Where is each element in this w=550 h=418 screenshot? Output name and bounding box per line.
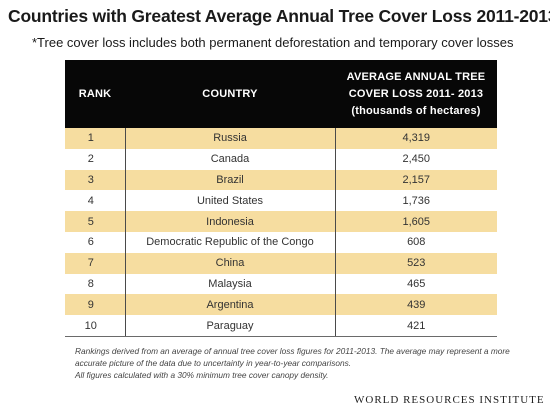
country-cell: United States (124, 190, 336, 212)
table-row: 7 China 523 (65, 252, 497, 274)
country-cell: Russia (124, 128, 336, 149)
table-row: 1 Russia 4,319 (65, 128, 497, 149)
data-table: RANK COUNTRY AVERAGE ANNUAL TREE COVER L… (65, 60, 497, 337)
table-row: 6 Democratic Republic of the Congo 608 (65, 231, 497, 253)
loss-value-cell: 2,157 (335, 169, 497, 191)
data-table-container: RANK COUNTRY AVERAGE ANNUAL TREE COVER L… (65, 60, 497, 337)
chart-title: Countries with Greatest Average Annual T… (8, 6, 550, 26)
country-cell: Malaysia (124, 273, 336, 295)
loss-value-cell: 439 (335, 294, 497, 316)
loss-value-cell: 523 (335, 252, 497, 274)
rank-cell: 2 (65, 148, 125, 170)
table-row: 2 Canada 2,450 (65, 148, 497, 170)
loss-value-cell: 4,319 (335, 128, 497, 149)
footnote: Rankings derived from an average of annu… (75, 345, 535, 381)
rank-cell: 8 (65, 273, 125, 295)
loss-value-cell: 2,450 (335, 148, 497, 170)
column-header-line: (thousands of hectares) (351, 104, 481, 117)
rank-cell: 6 (65, 231, 125, 253)
country-cell: Paraguay (124, 315, 336, 337)
rank-cell: 10 (65, 315, 125, 337)
table-row: 8 Malaysia 465 (65, 273, 497, 295)
table-row: 9 Argentina 439 (65, 294, 497, 316)
footnote-methodology: Rankings derived from an average of annu… (75, 346, 510, 368)
wri-logo-text: WORLD RESOURCES INSTITUTE (354, 394, 545, 406)
column-header-rank: RANK (65, 60, 125, 128)
rank-cell: 5 (65, 211, 125, 232)
rank-cell: 7 (65, 252, 125, 274)
loss-value-cell: 608 (335, 231, 497, 253)
rank-cell: 1 (65, 128, 125, 149)
rank-cell: 4 (65, 190, 125, 212)
country-cell: Democratic Republic of the Congo (124, 231, 336, 253)
column-header-country: COUNTRY (125, 60, 335, 128)
country-cell: Indonesia (124, 211, 336, 232)
column-header-tree-cover-loss: AVERAGE ANNUAL TREE COVER LOSS 2011- 201… (335, 60, 497, 128)
table-row: 4 United States 1,736 (65, 190, 497, 212)
column-header-line: COVER LOSS 2011- 2013 (348, 87, 484, 100)
country-cell: Brazil (124, 169, 336, 191)
rank-cell: 3 (65, 169, 125, 191)
loss-value-cell: 421 (335, 315, 497, 337)
table-row: 3 Brazil 2,157 (65, 169, 497, 191)
loss-value-cell: 1,605 (335, 211, 497, 232)
country-cell: Canada (124, 148, 336, 170)
wri-logo: WORLD RESOURCES INSTITUTE (348, 390, 544, 410)
table-header-row: RANK COUNTRY AVERAGE ANNUAL TREE COVER L… (65, 60, 497, 128)
table-row: 5 Indonesia 1,605 (65, 211, 497, 232)
chart-subtitle: *Tree cover loss includes both permanent… (32, 35, 514, 50)
table-row: 10 Paraguay 421 (65, 315, 497, 337)
column-header-line: AVERAGE ANNUAL TREE (346, 70, 486, 83)
footnote-canopy-density: All figures calculated with a 30% minimu… (75, 370, 329, 380)
country-cell: Argentina (124, 294, 336, 316)
loss-value-cell: 1,736 (335, 190, 497, 212)
loss-value-cell: 465 (335, 273, 497, 295)
rank-cell: 9 (65, 294, 125, 316)
country-cell: China (124, 252, 336, 274)
